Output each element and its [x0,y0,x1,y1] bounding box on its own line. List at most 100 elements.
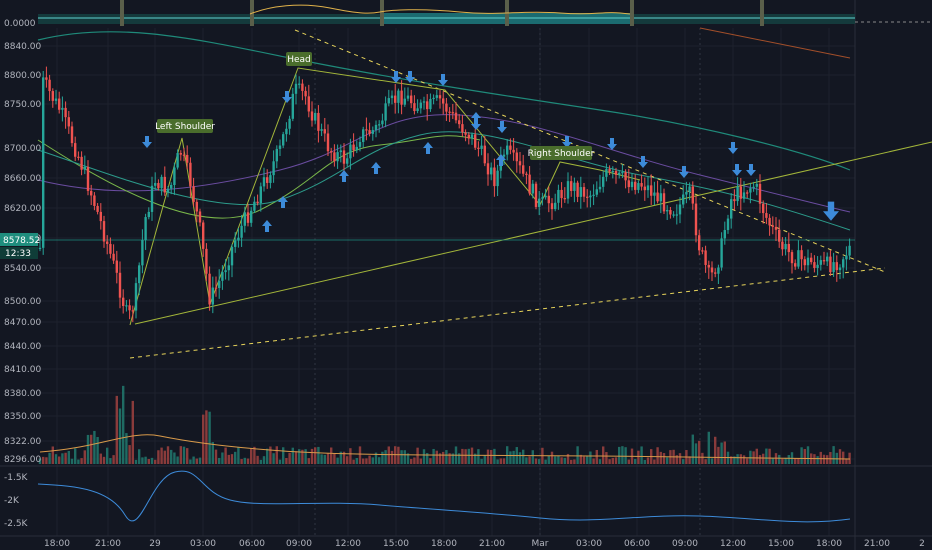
volume-bar [755,448,758,464]
candle-body [669,209,672,215]
volume-bar [64,452,67,464]
volume-bar [470,447,474,464]
volume-bar [480,458,483,464]
volume-bar [710,458,714,464]
candle-body [608,169,611,172]
candle-body [400,90,403,105]
volume-bar [182,446,186,464]
candle-body [176,153,179,168]
candle-body [214,287,218,289]
candle-body [474,134,477,148]
volume-bar [493,448,496,464]
candle-body [166,188,170,193]
candle-body [38,247,42,250]
arrow-down-icon [732,164,742,176]
arrow-down-icon [607,138,617,150]
candle-body [195,201,198,212]
volume-bar [358,446,362,464]
candle-body [506,145,509,155]
candle-body [163,176,166,193]
volume-bar [80,458,83,464]
candle-body [221,272,224,281]
candle-body [170,184,173,189]
candle-body [810,257,813,263]
volume-bar [266,448,269,464]
countdown-box [0,247,38,259]
volume-bar [86,434,90,464]
volume-bar [736,454,739,464]
volume-bar [157,450,160,464]
volume-bar [147,459,150,464]
y-tick-label: 8700.00 [4,144,41,154]
volume-bar [163,450,166,464]
volume-bar [310,448,314,464]
candle-body [771,225,774,227]
volume-bar [227,454,230,464]
volume-bar [112,455,115,464]
volume-bar [435,450,438,464]
x-tick-label: 2 [919,539,925,549]
arrow-down-icon [438,74,448,86]
candle-body [442,98,445,104]
volume-bar [275,446,278,464]
x-tick-label: 21:00 [95,539,121,549]
candle-body [54,98,58,101]
candle-body [726,218,730,231]
candle-body [541,197,544,199]
volume-bar [784,457,787,464]
candle-body [336,152,339,162]
candle-body [294,83,298,94]
candle-body [189,162,192,187]
volume-bar [195,458,198,464]
ma-long [37,31,851,171]
time-axis: 18:00 21:00 29 03:00 06:00 09:00 12:00 15:00 18:… [44,539,925,549]
volume-bar [371,457,374,464]
arrow-up-icon [262,220,272,232]
volume-bar [298,449,301,464]
volume-bar [602,446,605,464]
ma-brown [699,27,851,59]
volume-bar [346,456,349,464]
y-tick-label: 8322.00 [4,437,41,447]
candle-body [198,211,202,223]
candle-body [515,152,518,162]
price-axis: 8840.00 8800.00 8750.00 8700.00 8660.00 8620.… [0,42,41,465]
candle-body [579,187,582,197]
volume-bar [842,451,845,464]
candle-body [298,83,301,85]
y-tick-label: 8750.00 [4,100,41,110]
volume-bar [781,458,784,464]
candle-body [707,264,710,268]
volume-bar [211,442,214,464]
volume-bar [422,449,426,464]
candle-body [314,112,317,121]
volume-bar [410,458,413,464]
candle-body [662,193,666,212]
candle-body [813,262,816,268]
volume-bar [202,414,205,464]
indicator-tick: -1.5K [4,473,29,483]
candle-body [237,237,240,241]
candle-body [426,101,429,110]
volume-bar [390,450,394,464]
volume-bar [294,451,298,464]
volume-bar [442,451,445,464]
volume-bar [285,457,288,464]
candle-body [77,156,80,158]
volume-bar [51,446,54,464]
candle-body [346,158,349,164]
y-tick-label: 8410.00 [4,365,41,375]
candle-body [48,79,51,92]
x-tick-label: 03:00 [576,539,602,549]
arrow-down-icon [823,201,839,221]
candle-body [586,196,589,198]
x-tick-label: 12:00 [720,539,746,549]
candle-body [403,98,406,105]
volume-bar [502,458,506,464]
candle-body [800,250,803,260]
x-tick-label: 09:00 [672,539,698,549]
volume-bar [429,458,432,464]
volume-bar [58,456,61,464]
candle-body [493,167,496,187]
volume-bar [378,457,381,464]
